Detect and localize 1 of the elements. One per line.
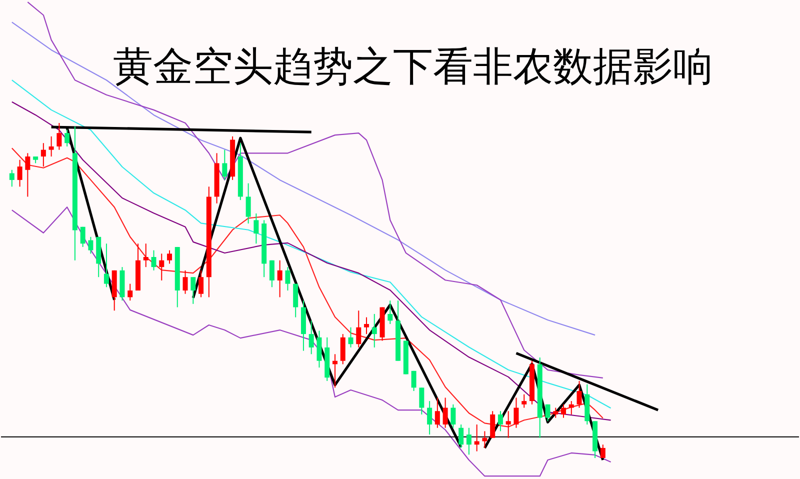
chart-title: 黄金空头趋势之下看非农数据影响 bbox=[113, 44, 713, 89]
